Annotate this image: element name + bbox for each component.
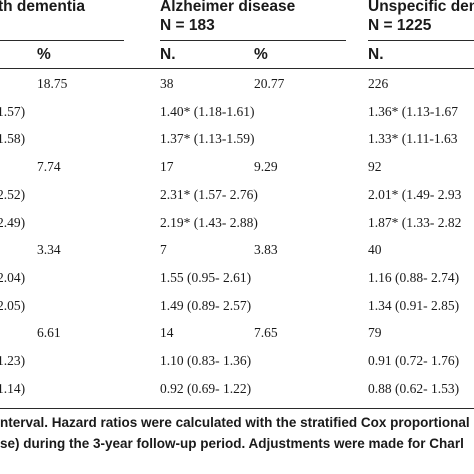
group-n-alzheimer: N = 183: [160, 17, 215, 34]
header-rule-1: [0, 40, 124, 42]
table-cell: 226: [368, 76, 389, 91]
table-cell: 3.83: [254, 242, 278, 258]
table-cell: 6.61: [37, 325, 61, 341]
group-header-unspecific: Unspecific den: [368, 0, 474, 15]
table-cell: 38: [160, 76, 174, 91]
table-cell: 2.52): [0, 186, 26, 202]
table-cell: 1.10 (0.83- 1.36): [160, 353, 252, 368]
table-cell: 92: [368, 159, 382, 175]
table-cell: 1.58): [0, 131, 26, 147]
table-cell: 1.33* (1.11-1.63: [368, 131, 458, 147]
table-cell: 1.40* (1.18-1.61): [160, 103, 255, 119]
header-rule-3: [368, 40, 474, 42]
group-n-unspecific: N = 1225: [368, 17, 432, 34]
table-cell: 40: [368, 242, 382, 258]
table-cell: 0.91 (0.72- 1.76): [368, 353, 460, 368]
table-cell: 17: [160, 159, 174, 175]
table-cell: 2.05): [0, 297, 26, 313]
table-cell: 0.88 (0.62- 1.53): [368, 380, 460, 396]
table-cell: 1.14): [0, 380, 26, 396]
footnote-line-2: se) during the 3-year follow-up period. …: [0, 436, 464, 451]
table-cell: 1.57): [0, 103, 26, 119]
table-cell: 7: [160, 242, 167, 258]
table-bottom-rule: [0, 408, 474, 410]
table-cell: 20.77: [254, 76, 285, 91]
table-cell: 1.55 (0.95- 2.61): [160, 269, 252, 285]
subheader-pct-all: %: [37, 46, 51, 63]
table-cell: 0.92 (0.69- 1.22): [160, 380, 252, 396]
table-cell: 1.36* (1.13-1.67: [368, 103, 458, 119]
table-cell: 1.37* (1.13-1.59): [160, 131, 255, 147]
table-cell: 9.29: [254, 159, 278, 175]
table-cell: 2.04): [0, 269, 26, 285]
table-cell: 1.49 (0.89- 2.57): [160, 297, 252, 313]
table-cell: 18.75: [37, 76, 68, 91]
table-cell: 14: [160, 325, 174, 341]
table-cell: 7.74: [37, 159, 61, 175]
table-cell: 1.34 (0.91- 2.85): [368, 297, 460, 313]
subheader-pct-alzheimer: %: [254, 46, 268, 63]
table-cell: 1.16 (0.88- 2.74): [368, 269, 460, 285]
header-rule-2: [160, 40, 346, 42]
table-cell: 2.31* (1.57- 2.76): [160, 186, 258, 202]
table-cell: 1.87* (1.33- 2.82: [368, 214, 462, 230]
table-cell: 1.23): [0, 353, 26, 368]
footnote-line-1: nterval. Hazard ratios were calculated w…: [0, 415, 470, 430]
table-cell: 79: [368, 325, 382, 341]
table-cell: 3.34: [37, 242, 61, 258]
group-header-all-dementia: th dementia: [0, 0, 85, 15]
group-header-alzheimer: Alzheimer disease: [160, 0, 296, 15]
subheader-n-alzheimer: N.: [160, 46, 176, 63]
table-cell: 2.01* (1.49- 2.93: [368, 186, 462, 202]
table-cell: 2.19* (1.43- 2.88): [160, 214, 258, 230]
table-cell: 2.49): [0, 214, 26, 230]
subheader-rule: [0, 68, 474, 70]
subheader-n-unspecific: N.: [368, 46, 384, 63]
table-cell: 7.65: [254, 325, 278, 341]
